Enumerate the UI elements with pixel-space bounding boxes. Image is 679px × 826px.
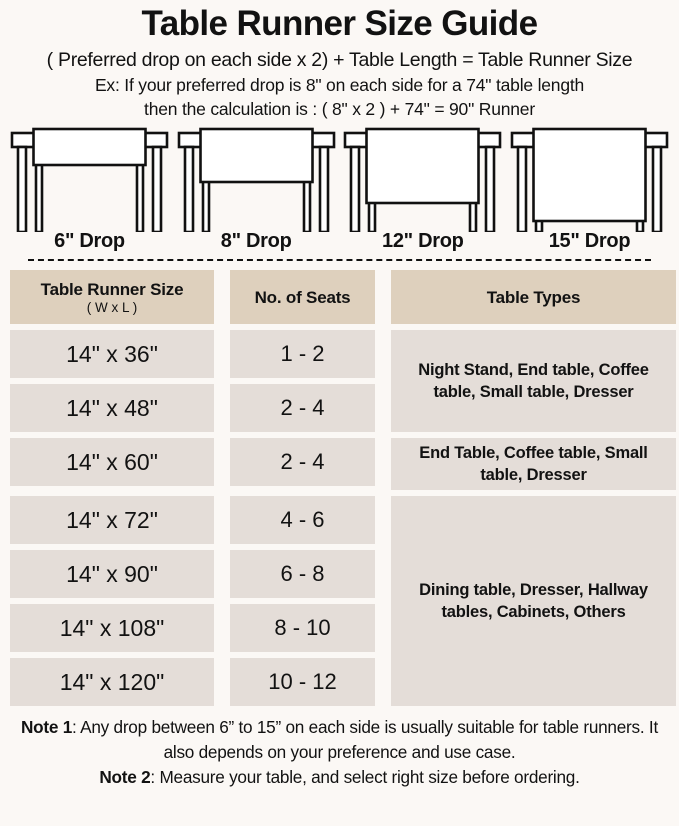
size-table: Table Runner Size ( W x L ) No. of Seats…: [0, 261, 679, 706]
drop-diagrams: [0, 121, 679, 232]
table-cell-size: 14" x 120": [10, 658, 214, 706]
drop-diagram-6: [8, 127, 171, 232]
table-cell-seats: 8 - 10: [230, 604, 375, 652]
note-1-text: : Any drop between 6” to 15” on each sid…: [72, 717, 658, 762]
drop-label-8: 8" Drop: [220, 230, 292, 252]
table-cell-types: Dining table, Dresser, Hallway tables, C…: [391, 496, 676, 706]
drop-diagram-15: [508, 127, 671, 232]
table-cell-seats: 4 - 6: [230, 496, 375, 544]
table-cell-size: 14" x 108": [10, 604, 214, 652]
notes-section: Note 1: Any drop between 6” to 15” on ea…: [0, 706, 679, 790]
table-cell-seats: 2 - 4: [230, 384, 375, 432]
column-header-types: Table Types: [391, 270, 676, 324]
example-line-2: then the calculation is : ( 8" x 2 ) + 7…: [144, 99, 535, 119]
column-header-size-sublabel: ( W x L ): [86, 299, 138, 315]
table-cell-size: 14" x 36": [10, 330, 214, 378]
drop-diagram-8: [175, 127, 338, 232]
column-header-types-label: Table Types: [486, 287, 581, 307]
column-header-size-label: Table Runner Size: [40, 279, 184, 299]
column-header-seats-label: No. of Seats: [254, 287, 351, 307]
table-cell-seats: 10 - 12: [230, 658, 375, 706]
drop-label-6: 6" Drop: [54, 230, 125, 252]
table-cell-size: 14" x 48": [10, 384, 214, 432]
table-illustration-icon: [10, 127, 169, 232]
dashed-divider: [28, 259, 651, 261]
note-2-label: Note 2: [99, 767, 151, 787]
table-illustration-icon: [344, 127, 502, 232]
table-cell-size: 14" x 90": [10, 550, 214, 598]
table-cell-seats: 2 - 4: [230, 438, 375, 486]
column-header-size: Table Runner Size ( W x L ): [10, 270, 214, 324]
table-cell-types: Night Stand, End table, Coffee table, Sm…: [391, 330, 676, 432]
example-line-1: Ex: If your preferred drop is 8" on each…: [94, 75, 585, 95]
drop-label-12: 12" Drop: [382, 230, 464, 252]
drop-label-15: 15" Drop: [548, 230, 631, 252]
table-cell-types: End Table, Coffee table, Small table, Dr…: [391, 438, 676, 490]
drop-diagram-12: [341, 127, 504, 232]
size-table-grid: Table Runner Size ( W x L ) No. of Seats…: [10, 270, 676, 706]
table-illustration-icon: [510, 127, 669, 232]
header: Table Runner Size Guide ( Preferred drop…: [0, 0, 679, 121]
table-illustration-icon: [177, 127, 335, 232]
note-1: Note 1: Any drop between 6” to 15” on ea…: [8, 715, 671, 765]
table-cell-seats: 6 - 8: [230, 550, 375, 598]
table-cell-size: 14" x 72": [10, 496, 214, 544]
note-2-text: : Measure your table, and select right s…: [150, 767, 580, 787]
note-1-label: Note 1: [21, 717, 73, 737]
column-header-seats: No. of Seats: [230, 270, 375, 324]
note-2: Note 2: Measure your table, and select r…: [8, 765, 671, 790]
table-cell-size: 14" x 60": [10, 438, 214, 486]
drop-labels: 6" Drop 8" Drop 12" Drop 15" Drop: [0, 230, 679, 253]
page-title: Table Runner Size Guide: [141, 4, 539, 43]
formula-line: ( Preferred drop on each side x 2) + Tab…: [46, 49, 633, 71]
table-cell-seats: 1 - 2: [230, 330, 375, 378]
